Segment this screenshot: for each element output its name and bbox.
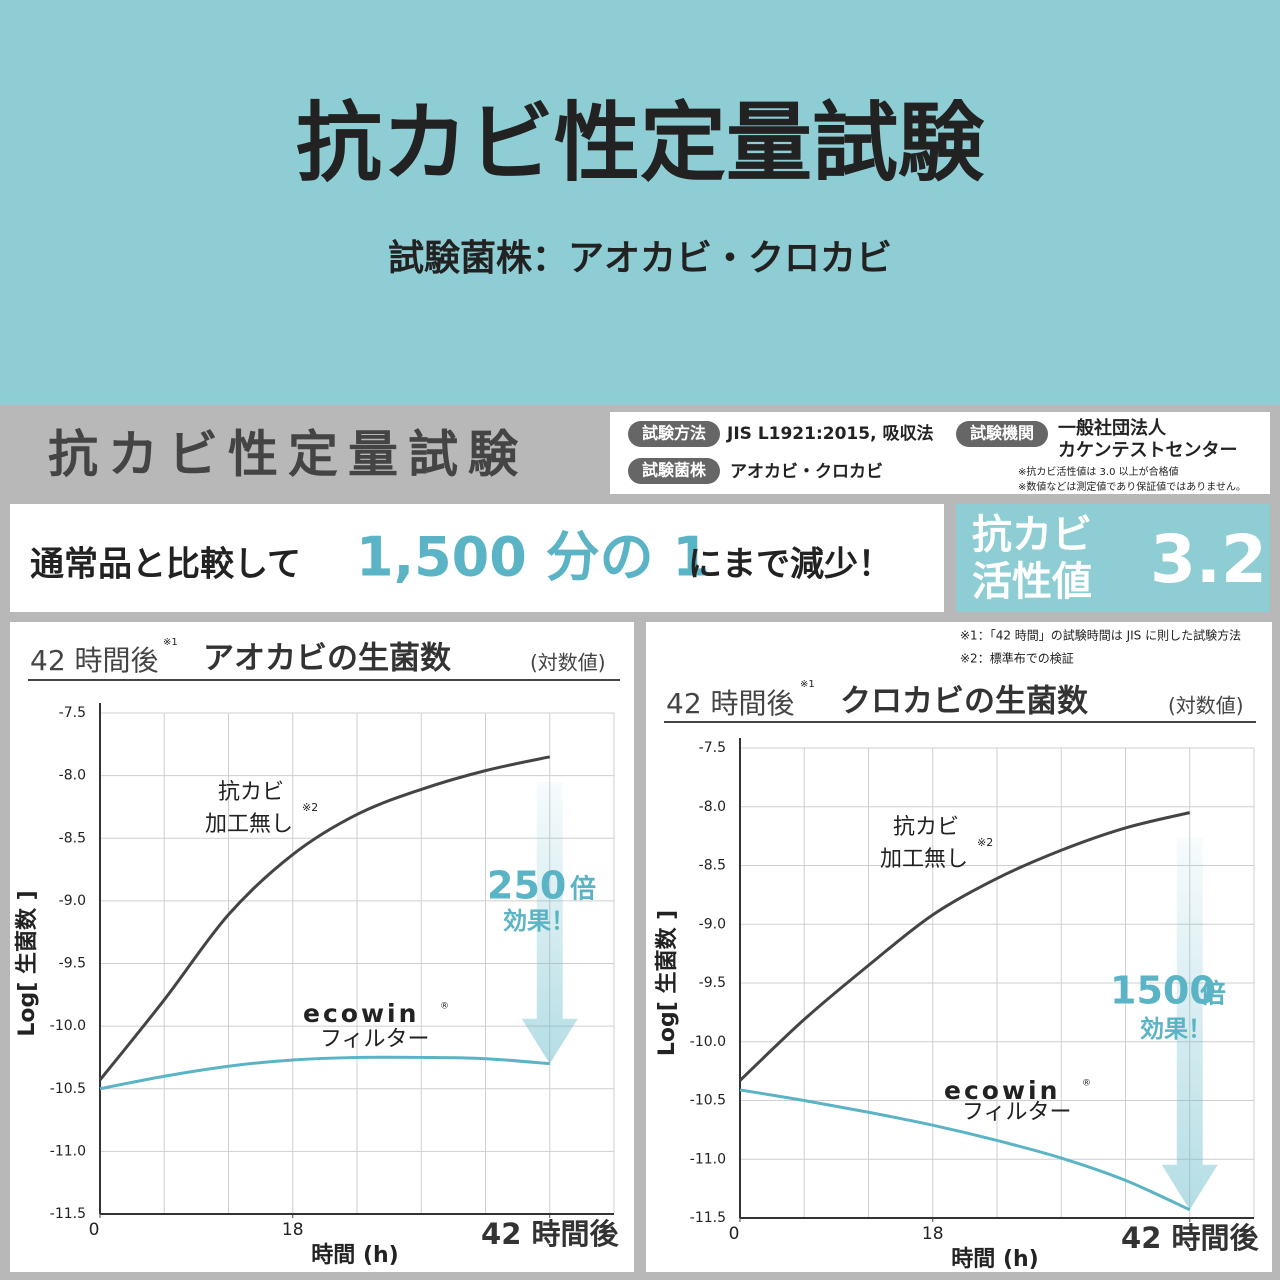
y-tick-label: -8.0 [59,768,86,784]
activity-label: 活性値 [972,559,1092,605]
chart-title-suffix: (対数値) [1168,694,1244,718]
banner [10,504,944,612]
series-label: 抗カビ [218,780,284,805]
y-tick-label: -10.0 [50,1018,86,1034]
y-tick-label: -9.5 [699,975,726,991]
y-tick-label: -11.5 [690,1210,726,1226]
info-note: ※数値などは測定値であり保証値ではありません。 [1018,480,1246,493]
banner-text: にまで減少！ [688,545,892,585]
x-tick-label: 0 [729,1224,740,1244]
chart-title: アオカビの生菌数 [203,641,451,677]
chart-title-note: ※1 [163,637,178,648]
effect-value: 250 [487,864,566,908]
chart-panel [646,622,1272,1272]
series-label: ecowin [303,999,419,1028]
series-line [99,1055,550,1091]
y-axis-label: Log[ 生菌数 ] [654,910,680,1056]
main-title: 抗カビ性定量試験 [296,93,985,194]
info-text: 一般社団法人 [1058,417,1167,439]
chart-title-suffix: (対数値) [530,651,606,675]
y-tick-label: -8.5 [59,830,86,846]
y-tick-label: -10.5 [50,1081,86,1097]
header-bg [0,0,1280,405]
activity-value: 3.2 [1150,521,1267,598]
y-tick-label: -10.5 [690,1093,726,1109]
info-text: アオカビ・クロカビ [730,462,883,482]
activity-box [956,504,1270,612]
x-tick-label: 42 時間後 [481,1217,619,1251]
info-text: カケンテストセンター [1058,440,1237,461]
x-axis-label: 時間 (h) [951,1247,1038,1272]
activity-label: 抗カビ [972,512,1092,558]
info-text: JIS L1921:2015, 吸収法 [726,423,933,444]
y-tick-label: -9.5 [59,956,86,972]
series-label: 加工無し [205,812,293,837]
footnote: ※1：「42 時間」の試験時間は JIS に則した試験方法 [960,628,1241,643]
series-mark: ® [440,1002,449,1012]
badge-text: 試験方法 [642,424,706,443]
series-note: ※2 [302,801,318,814]
x-tick-label: 18 [282,1220,304,1240]
series-line [739,1088,1191,1212]
section-title: 抗カビ性定量試験 [48,426,528,484]
chart-title-note: ※1 [800,679,815,690]
effect-unit: 倍 [1200,979,1226,1010]
y-tick-label: -7.5 [59,705,86,721]
badge-text: 試験菌株 [642,461,707,480]
series-label: ecowin [944,1076,1060,1105]
effect-arrow [1161,837,1218,1210]
series-label: フィルター [962,1100,1072,1125]
x-tick-label: 42 時間後 [1121,1221,1259,1255]
y-tick-label: -9.0 [699,916,726,932]
banner-text: 通常品と比較して [30,545,301,585]
y-tick-label: -11.0 [50,1143,86,1159]
series-label: 加工無し [880,847,968,872]
effect-arrow [521,781,578,1064]
y-tick-label: -7.5 [699,740,726,756]
x-axis-label: 時間 (h) [311,1243,398,1268]
info-note: ※抗カビ活性値は 3.0 以上が合格値 [1018,465,1179,478]
series-note: ※2 [977,836,993,849]
series-line [98,755,551,1081]
series-label: 抗カビ [893,815,959,840]
y-tick-label: -8.0 [699,799,726,815]
series-label: フィルター [320,1027,430,1052]
badge-text: 試験機関 [970,424,1034,443]
chart-title-prefix: 42 時間後 [666,687,795,720]
y-tick-label: -11.5 [50,1206,86,1222]
chart-panel [10,622,634,1272]
chart-title-prefix: 42 時間後 [30,644,159,677]
series-line [738,811,1191,1082]
badge [956,421,1048,447]
series-mark: ® [1082,1079,1091,1089]
chart-title: クロカビの生菌数 [840,684,1088,720]
badge [628,421,720,447]
info-box [610,412,1270,494]
y-tick-label: -8.5 [699,858,726,874]
y-tick-label: -9.0 [59,893,86,909]
x-tick-label: 18 [922,1224,944,1244]
banner-highlight: 1,500 分の 1 [356,526,710,589]
effect-text: 効果！ [503,907,575,935]
footnote: ※2：標準布での検証 [960,651,1074,666]
y-tick-label: -11.0 [690,1151,726,1167]
y-axis-label: Log[ 生菌数 ] [14,890,40,1036]
effect-text: 効果！ [1140,1015,1212,1043]
badge [628,458,720,484]
x-tick-label: 0 [89,1220,100,1240]
effect-value: 1500 [1110,969,1216,1013]
subtitle: 試験菌株：アオカビ・クロカビ [388,238,892,279]
y-tick-label: -10.0 [690,1034,726,1050]
effect-unit: 倍 [570,874,596,905]
